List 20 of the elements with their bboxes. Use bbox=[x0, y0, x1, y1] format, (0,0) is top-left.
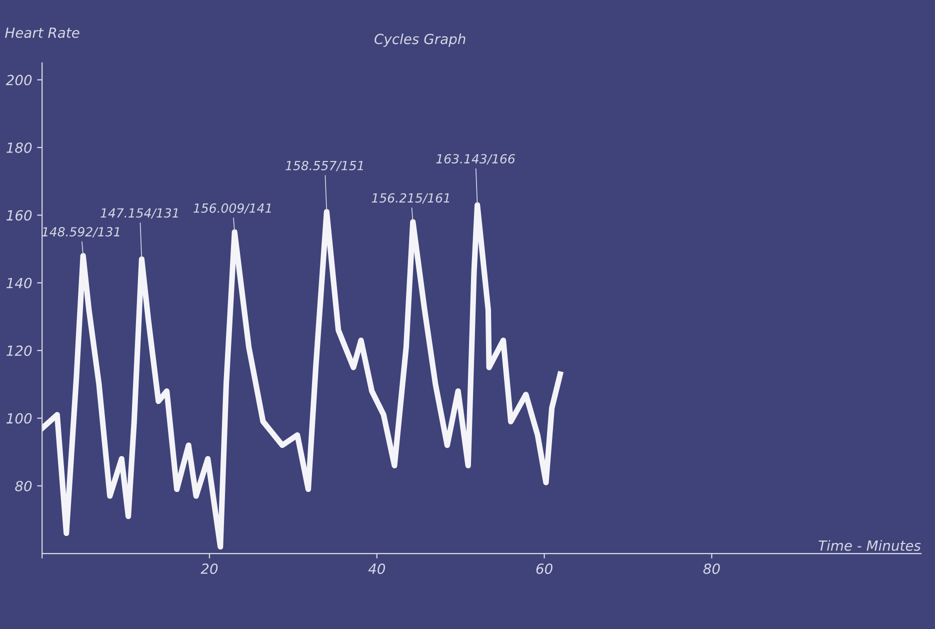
chart-title: Cycles Graph bbox=[374, 33, 466, 47]
annotation: 158.557/151 bbox=[286, 160, 363, 172]
annotation: 156.009/141 bbox=[194, 203, 271, 214]
y-tick-label: 200 bbox=[6, 74, 32, 86]
x-tick-label: 80 bbox=[703, 563, 720, 574]
x-tick-label: 20 bbox=[200, 563, 218, 574]
y-tick-label: 100 bbox=[6, 413, 32, 424]
x-tick-label: 40 bbox=[368, 563, 386, 574]
y-tick-label: 80 bbox=[15, 480, 32, 492]
y-tick-label: 180 bbox=[6, 142, 32, 153]
y-tick-label: 140 bbox=[6, 278, 32, 288]
annotation: 163.143/166 bbox=[436, 154, 515, 165]
x-axis-title: Time - Minutes bbox=[818, 540, 921, 551]
y-tick-label: 120 bbox=[6, 345, 32, 356]
y-axis-title: Heart Rate bbox=[5, 28, 80, 38]
y-tick-label: 160 bbox=[6, 210, 32, 221]
x-tick-label: 60 bbox=[536, 563, 552, 574]
annotation: 147.154/131 bbox=[100, 208, 178, 219]
annotation: 156.215/161 bbox=[372, 193, 450, 204]
annotation: 148.592/131 bbox=[42, 227, 120, 238]
